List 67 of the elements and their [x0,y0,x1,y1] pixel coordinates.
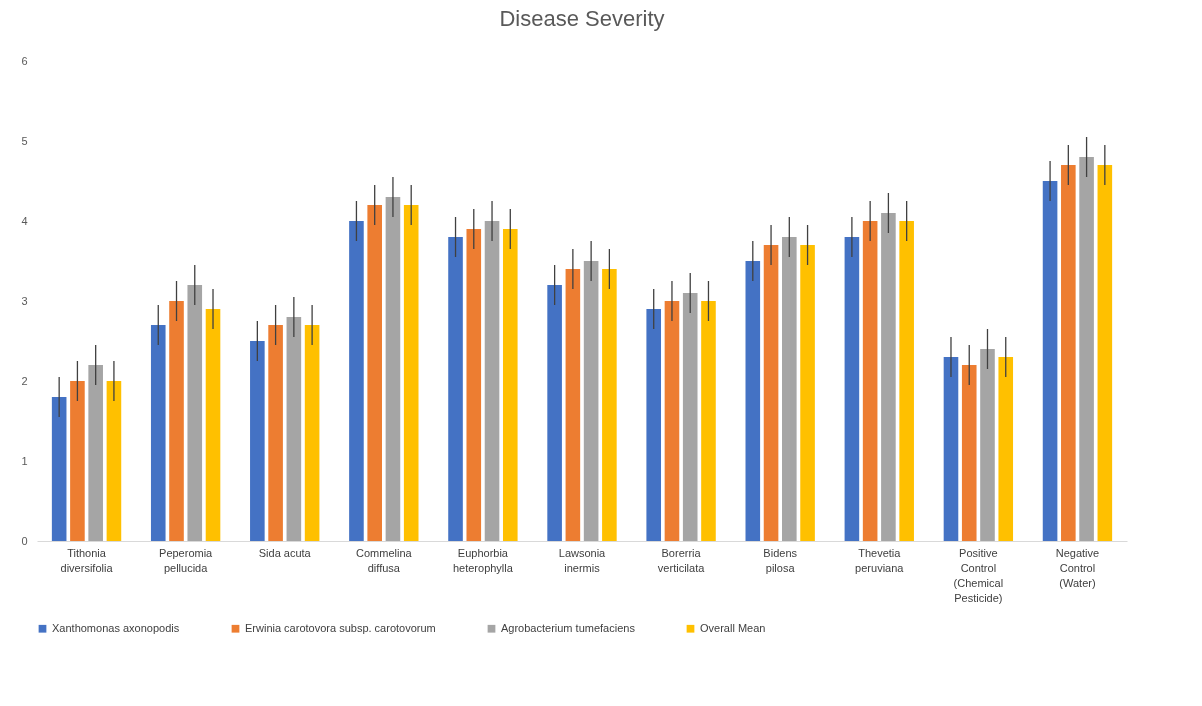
y-tick-label: 6 [21,54,28,67]
y-tick-label: 0 [21,534,28,547]
bar [169,301,184,541]
bar [862,221,878,541]
bar [701,301,716,541]
bar [565,269,581,541]
y-tick-label: 1 [21,454,28,467]
y-tick-label: 4 [21,214,28,227]
x-tick-label: Positive Control (Chemical Pesticide) [953,546,1004,604]
bar [682,293,698,541]
bar [286,317,302,541]
legend-label: Agrobacterium tumefaciens [501,621,636,634]
bar [745,261,761,541]
bar [268,325,283,541]
bar [980,349,995,541]
x-tick-label: Thevetia peruviana [855,546,905,574]
x-tick-label: Sida acuta [258,546,312,559]
bar [881,213,896,541]
bar [998,357,1014,541]
x-tick-label: Euphorbia heterophylla [452,546,514,574]
bar [1061,165,1076,541]
bar [448,237,463,541]
x-tick-label: Negative Control (Water) [1055,546,1100,589]
bar [961,365,977,541]
bar [800,245,815,541]
bar [583,261,599,541]
chart-title: Disease Severity [499,6,665,31]
bar [844,237,860,541]
x-tick-label: Peperomia pellucida [159,546,214,574]
bar [782,237,797,541]
legend-label: Erwinia carotovora subsp. carotovorum [245,621,436,634]
bar [403,205,419,541]
bar [1042,181,1058,541]
y-tick-label: 2 [21,374,28,387]
bar [88,365,103,541]
bar [51,397,67,541]
y-tick-label: 3 [21,294,28,307]
bar [646,309,662,541]
x-tick-label: Bidens pilosa [763,546,798,574]
bar [250,341,265,541]
bar [106,381,122,541]
bar [367,205,382,541]
x-tick-label: Borerria verticilata [657,546,706,574]
bar [1097,165,1113,541]
bar [763,245,779,541]
bar [943,357,959,541]
bar [664,301,680,541]
x-tick-label: Commelina diffusa [356,546,413,574]
legend-label: Overall Mean [700,621,766,634]
bar [70,381,85,541]
bar [1079,157,1094,541]
y-tick-label: 5 [21,134,28,147]
x-tick-label: Tithonia diversifolia [60,546,114,574]
bar [484,221,500,541]
legend-label: Xanthomonas axonopodis [52,621,180,634]
x-tick-label: Lawsonia inermis [558,546,607,574]
bar [385,197,401,541]
bar [205,309,221,541]
bar [547,285,562,541]
bar [466,229,482,541]
bar [502,229,518,541]
bar [150,325,166,541]
bar [187,285,203,541]
bar [349,221,364,541]
bar [899,221,914,541]
bar [304,325,320,541]
bar [602,269,617,541]
